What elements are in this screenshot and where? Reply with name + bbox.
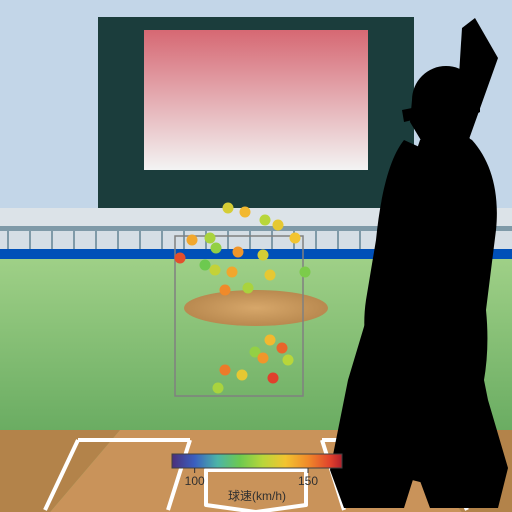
- pitch-marker: [210, 265, 221, 276]
- pitch-marker: [260, 215, 271, 226]
- pitch-marker: [220, 365, 231, 376]
- scoreboard: [98, 17, 414, 236]
- pitch-marker: [233, 247, 244, 258]
- pitch-marker: [223, 203, 234, 214]
- pitch-marker: [220, 285, 231, 296]
- pitch-marker: [268, 373, 279, 384]
- pitch-marker: [265, 270, 276, 281]
- pitch-marker: [240, 207, 251, 218]
- pitch-marker: [273, 220, 284, 231]
- pitch-marker: [175, 253, 186, 264]
- pitch-marker: [265, 335, 276, 346]
- colorbar-title: 球速(km/h): [228, 489, 286, 503]
- pitch-marker: [227, 267, 238, 278]
- pitch-marker: [300, 267, 311, 278]
- pitch-marker: [187, 235, 198, 246]
- colorbar-tick-label: 150: [298, 474, 318, 488]
- pitch-marker: [277, 343, 288, 354]
- pitch-marker: [258, 353, 269, 364]
- pitch-marker: [290, 233, 301, 244]
- pitch-marker: [237, 370, 248, 381]
- pitch-marker: [258, 250, 269, 261]
- pitchers-mound: [184, 290, 328, 326]
- pitch-marker: [200, 260, 211, 271]
- pitch-marker: [205, 233, 216, 244]
- pitch-marker: [243, 283, 254, 294]
- pitch-marker: [211, 243, 222, 254]
- pitch-location-chart: 100 150 球速(km/h): [0, 0, 512, 512]
- pitch-marker: [213, 383, 224, 394]
- colorbar-tick-label: 100: [185, 474, 205, 488]
- pitch-marker: [283, 355, 294, 366]
